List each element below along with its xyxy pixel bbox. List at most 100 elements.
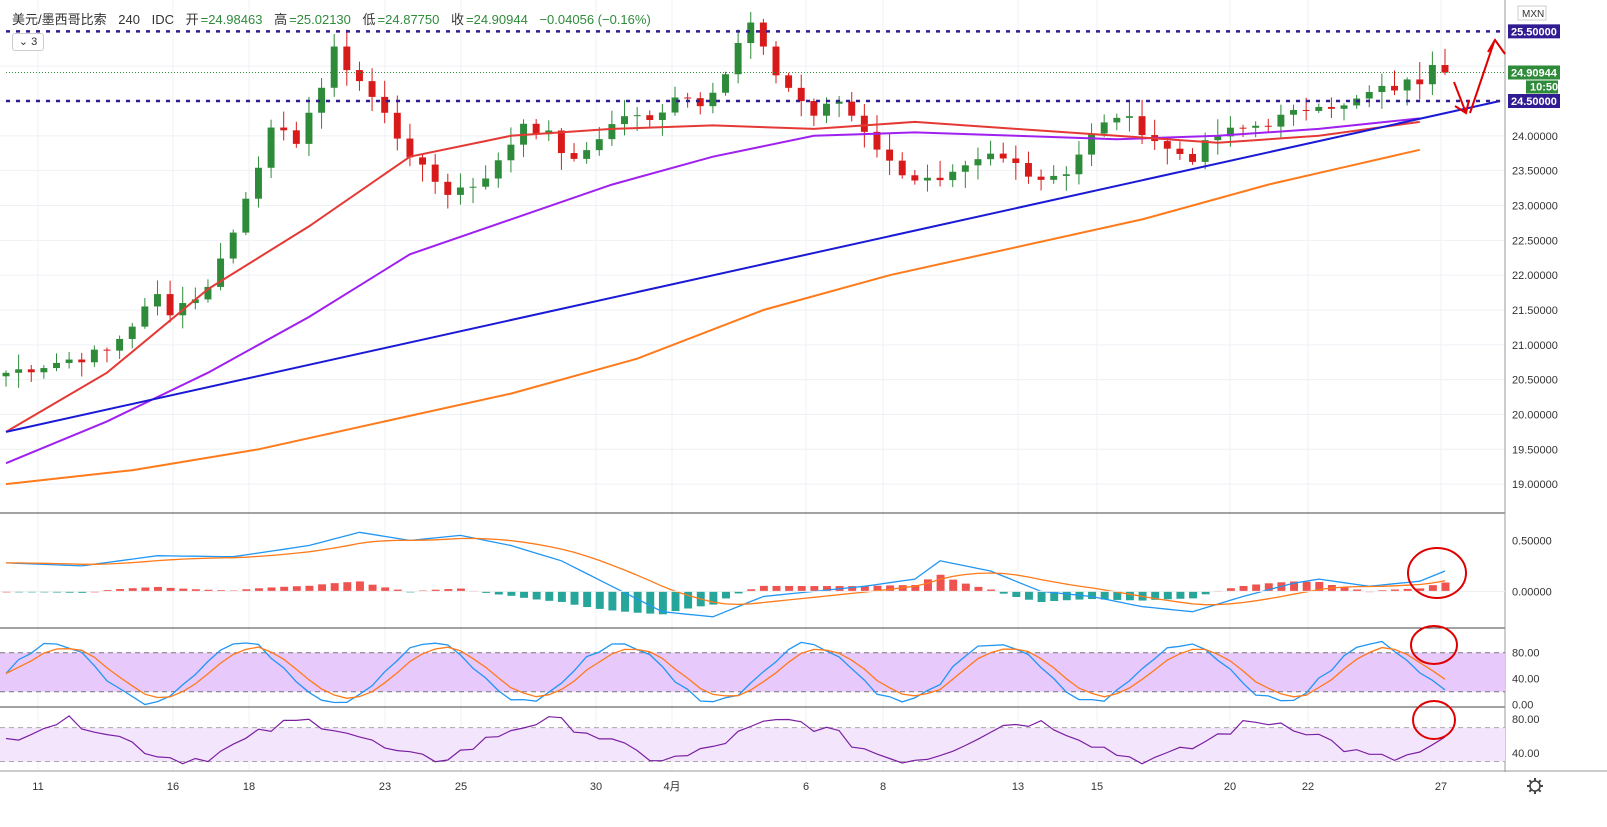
candle-body: [583, 150, 591, 159]
macd-histogram-bar: [166, 587, 175, 592]
macd-histogram-bar: [658, 591, 667, 615]
settings-gear-icon[interactable]: [1527, 778, 1543, 794]
resistance-price-text: 25.50000: [1511, 26, 1557, 38]
arrow-down-stroke: [1453, 81, 1467, 114]
time-tick-label: 4月: [663, 781, 680, 793]
candle-body: [823, 103, 830, 116]
candle-body: [406, 138, 414, 158]
macd-histogram-bar: [1226, 588, 1235, 592]
candle-body: [1252, 125, 1260, 128]
candle-body: [267, 127, 275, 168]
interval-label[interactable]: 240: [118, 12, 140, 27]
macd-histogram-bar: [595, 591, 604, 609]
candle-body: [1327, 106, 1335, 109]
macd-histogram-bar: [545, 591, 554, 601]
close-label: 收: [451, 12, 465, 27]
macd-histogram-bar: [141, 587, 150, 592]
time-tick-label: 6: [803, 781, 809, 793]
price-tick-label: 22.00000: [1512, 270, 1558, 282]
macd-histogram-bar: [1441, 582, 1450, 592]
macd-histogram-bar: [709, 591, 718, 605]
candle-body: [217, 258, 225, 287]
price-tick-label: 23.50000: [1512, 166, 1558, 178]
macd-histogram-bar: [1264, 583, 1273, 592]
annotation-circle-macd: [1407, 547, 1467, 599]
macd-histogram-bar: [330, 583, 339, 592]
candle-body: [254, 167, 262, 199]
high-label: 高: [274, 12, 288, 27]
open-value: =24.98463: [200, 12, 263, 27]
macd-histogram-bar: [1125, 591, 1134, 601]
time-tick-label: 8: [880, 781, 886, 793]
candle-body: [961, 165, 969, 172]
candle-body: [166, 294, 174, 316]
macd-histogram-bar: [1012, 591, 1021, 597]
time-tick-label: 20: [1224, 781, 1236, 793]
candle-body: [381, 96, 389, 113]
candle-body: [1062, 174, 1070, 176]
candle-body: [873, 131, 881, 150]
currency-tag: [1517, 5, 1547, 21]
macd-histogram-bar: [974, 586, 983, 592]
candle-body: [860, 115, 868, 132]
macd-histogram-bar: [1037, 591, 1046, 602]
candle-body: [1201, 140, 1209, 162]
candle-body: [608, 124, 616, 140]
symbol-name[interactable]: 美元/墨西哥比索: [12, 12, 107, 27]
candle-body: [696, 98, 704, 107]
candle-body: [772, 46, 780, 76]
gear-tooth: [1537, 779, 1542, 784]
candle-body: [709, 92, 717, 107]
price-tick-label: 20.50000: [1512, 375, 1558, 387]
candle-body: [2, 372, 10, 377]
candle-body: [936, 177, 944, 181]
candle-body: [1264, 125, 1272, 127]
candle-body: [305, 112, 313, 144]
candle-body: [507, 144, 515, 161]
candle-body: [734, 43, 742, 75]
candle-body: [1277, 114, 1285, 127]
rsi-pane: [0, 727, 1505, 763]
candle-body: [633, 115, 641, 117]
arrow-up-head: [1487, 38, 1506, 55]
price-tick-label: 21.00000: [1512, 340, 1558, 352]
rsi-tick-label: 40.00: [1512, 748, 1540, 760]
candle-body: [154, 294, 161, 307]
candle-body: [1340, 105, 1348, 109]
macd-histogram-bar: [936, 574, 945, 592]
candle-body: [456, 187, 464, 195]
candle-body: [785, 75, 793, 88]
time-tick-label: 11: [32, 781, 43, 793]
candles: [2, 11, 1449, 388]
macd-histogram-bar: [368, 584, 377, 592]
candle-body: [53, 362, 60, 369]
macd-histogram-bar: [860, 586, 869, 592]
gear-tooth: [1537, 788, 1542, 793]
candle-body: [103, 349, 111, 351]
candle-body: [280, 127, 288, 131]
trendline: [5, 100, 1501, 433]
macd-histogram-bar: [1201, 591, 1210, 595]
candle-body: [469, 186, 477, 188]
macd-histogram-bar: [393, 589, 402, 592]
candle-body: [242, 198, 250, 233]
candle-body: [128, 326, 136, 339]
indicators-toggle-button[interactable]: ⌄ 3: [12, 33, 44, 51]
time-tick-label: 16: [167, 781, 179, 793]
macd-histogram-bar: [494, 591, 503, 595]
time-tick-label: 27: [1435, 781, 1447, 793]
macd-histogram-bar: [684, 591, 693, 609]
stochastic-tick-label: 40.00: [1512, 674, 1540, 686]
macd-histogram-bar: [128, 588, 137, 592]
candle-body: [1012, 158, 1020, 164]
rsi-tick-label: 80.00: [1512, 714, 1540, 726]
exchange-label: IDC: [151, 12, 174, 27]
candle-body: [1088, 133, 1096, 155]
candle-body: [684, 97, 692, 99]
candle-body: [116, 338, 124, 351]
candle-body: [1113, 117, 1121, 123]
candle-body: [595, 139, 603, 151]
candle-body: [1050, 175, 1058, 180]
